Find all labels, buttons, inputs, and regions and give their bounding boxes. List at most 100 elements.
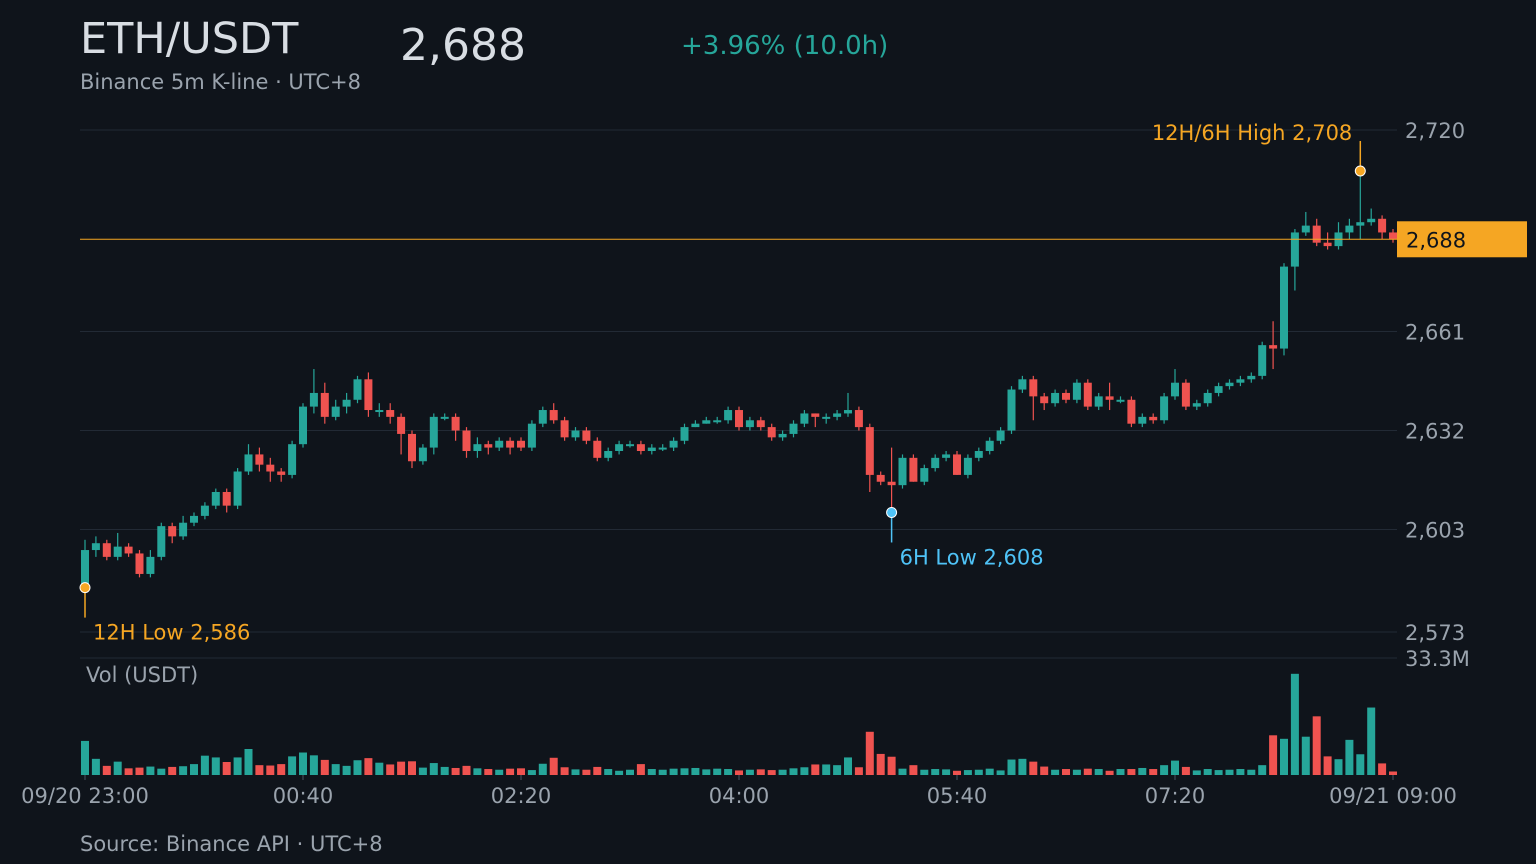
volume-bar (1290, 673, 1299, 775)
candle-body (876, 474, 885, 482)
candle-body (429, 416, 438, 448)
candle-body (1127, 399, 1136, 424)
candle-body (953, 454, 961, 475)
candle-body (1301, 225, 1310, 233)
volume-bar (451, 767, 460, 775)
candle-body (680, 427, 689, 441)
volume-bar (353, 760, 362, 775)
candle-body (484, 444, 493, 448)
candle-body (549, 410, 558, 421)
candle-body (200, 505, 209, 516)
volume-bar (200, 755, 209, 775)
volume-bar (789, 768, 798, 775)
grid-lines (80, 129, 1397, 659)
volume-bar (418, 767, 427, 775)
volume-bar (1072, 769, 1081, 775)
candle-body (963, 457, 972, 475)
volume-bar (1280, 738, 1288, 775)
candle-body (865, 427, 874, 475)
candle-body (1094, 396, 1103, 407)
candle-body (353, 379, 362, 400)
volume-label: Vol (USDT) (86, 663, 198, 687)
candle-body (1203, 392, 1212, 404)
candle-body (1356, 222, 1365, 226)
volume-bar (81, 740, 89, 775)
pair-title: ETH/USDT (80, 14, 299, 64)
volume-bar (680, 768, 689, 775)
candle-body (974, 451, 983, 458)
candle-body (299, 406, 307, 445)
candle-body (1323, 242, 1332, 247)
volume-bar (1345, 739, 1354, 775)
candle-body (1312, 225, 1321, 243)
annotation-dot (79, 582, 91, 594)
volume-bar (462, 765, 471, 775)
volume-bar (647, 769, 656, 775)
volume-bar (800, 767, 809, 775)
volume-bar (244, 749, 253, 775)
volume-bar (931, 769, 940, 775)
candle-body (724, 410, 733, 421)
volume-bar (1192, 770, 1201, 775)
volume-bar (571, 769, 580, 775)
volume-bar (1181, 766, 1190, 775)
candle-body (1214, 386, 1223, 393)
volume-bar (299, 752, 307, 775)
volume-bar (898, 768, 907, 775)
volume-bar (1018, 758, 1027, 775)
candle-body (822, 416, 831, 419)
annotation-dot (886, 506, 898, 518)
volume-bar (1367, 707, 1376, 775)
candle-body (833, 413, 842, 417)
volume-bar (331, 764, 340, 775)
candle-body (495, 440, 504, 448)
annotation-dot (1354, 165, 1366, 177)
candle-body (702, 420, 711, 424)
volume-bar (1105, 770, 1114, 775)
candle-body (179, 522, 188, 537)
candle-body (604, 451, 613, 458)
volume-bar (887, 756, 896, 775)
candle-body (931, 457, 940, 469)
volume-bar (495, 769, 504, 775)
volume-bar (408, 761, 416, 775)
candle-body (745, 420, 754, 428)
volume-bar (549, 757, 558, 775)
volume-bar (364, 758, 373, 775)
candle-body (1007, 389, 1016, 431)
volume-bar (1007, 759, 1016, 775)
candle-body (255, 454, 264, 465)
volume-bar (527, 770, 536, 775)
volume-bar (953, 770, 961, 775)
volume-bar (713, 768, 722, 775)
volume-bar (91, 758, 100, 775)
candle-body (1280, 266, 1288, 349)
annotation-label: 12H/6H High 2,708 (1152, 121, 1352, 145)
volume-bar (1225, 769, 1234, 775)
candle-body (669, 440, 678, 448)
volume-bar (538, 763, 547, 775)
y-tick-label: 2,720 (1405, 119, 1465, 143)
volume-bar (985, 768, 994, 775)
volume-bar (1334, 759, 1343, 775)
y-tick-label: 2,632 (1405, 420, 1465, 444)
volume-bar (822, 764, 831, 775)
candle-body (81, 550, 89, 588)
candle-body (418, 447, 427, 462)
volume-bar (1094, 769, 1103, 775)
candle-body (887, 481, 896, 486)
candle-body (1160, 396, 1169, 421)
candle-body (146, 556, 155, 574)
candle-body (517, 440, 525, 448)
candle-body (800, 413, 809, 424)
volume-bar (168, 766, 177, 775)
volume-bars (81, 673, 1397, 775)
volume-bar (1389, 771, 1397, 775)
volume-bar (1160, 765, 1169, 775)
volume-bar (484, 769, 493, 775)
volume-bar (811, 764, 820, 775)
candle-body (320, 392, 329, 417)
candle-body (113, 546, 122, 557)
volume-bar (996, 770, 1005, 775)
